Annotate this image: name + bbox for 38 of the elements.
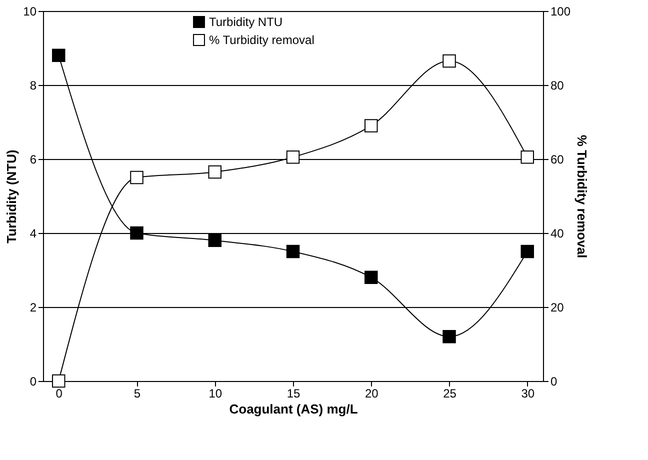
y-tick-label: 4: [30, 226, 37, 240]
legend-label: Turbidity NTU: [209, 15, 283, 29]
point: [520, 150, 534, 164]
x-tick-label: 10: [208, 386, 222, 400]
x-tick-label: 0: [56, 386, 63, 400]
legend-label: % Turbidity removal: [209, 33, 314, 47]
point: [442, 330, 456, 344]
point: [364, 270, 378, 284]
point: [130, 170, 144, 184]
x-tick-label: 30: [521, 386, 535, 400]
y2-tick-label: 0: [550, 374, 558, 388]
point: [52, 48, 66, 62]
y-tick-label: 2: [30, 300, 37, 314]
y2-tick-label: 100: [550, 4, 571, 18]
y2-tick-label: 20: [550, 300, 564, 314]
y2-tick-label: 40: [550, 226, 564, 240]
x-axis-title: Coagulant (AS) mg/L: [229, 402, 358, 416]
x-tick-label: 5: [134, 386, 141, 400]
x-tick-label: 25: [443, 386, 457, 400]
x-tick-label: 20: [364, 386, 379, 400]
y-tick-label: 10: [23, 4, 37, 18]
y-tick-label: 6: [30, 152, 37, 166]
y-tick-label: 8: [30, 78, 37, 92]
point: [442, 54, 456, 68]
point: [286, 244, 300, 258]
point: [286, 150, 300, 164]
y2-tick-label: 60: [550, 152, 564, 166]
point: [130, 226, 144, 240]
point: [208, 234, 222, 248]
y-tick-label: 0: [30, 374, 37, 388]
y-axis-title: Turbidity (NTU): [4, 150, 20, 244]
point: [208, 165, 222, 179]
point: [52, 374, 66, 388]
point: [520, 244, 534, 258]
y2-axis-title: % Turbidity removal: [574, 134, 590, 258]
point: [364, 119, 378, 132]
x-tick-label: 15: [286, 386, 300, 400]
y2-tick-label: 80: [550, 78, 564, 92]
